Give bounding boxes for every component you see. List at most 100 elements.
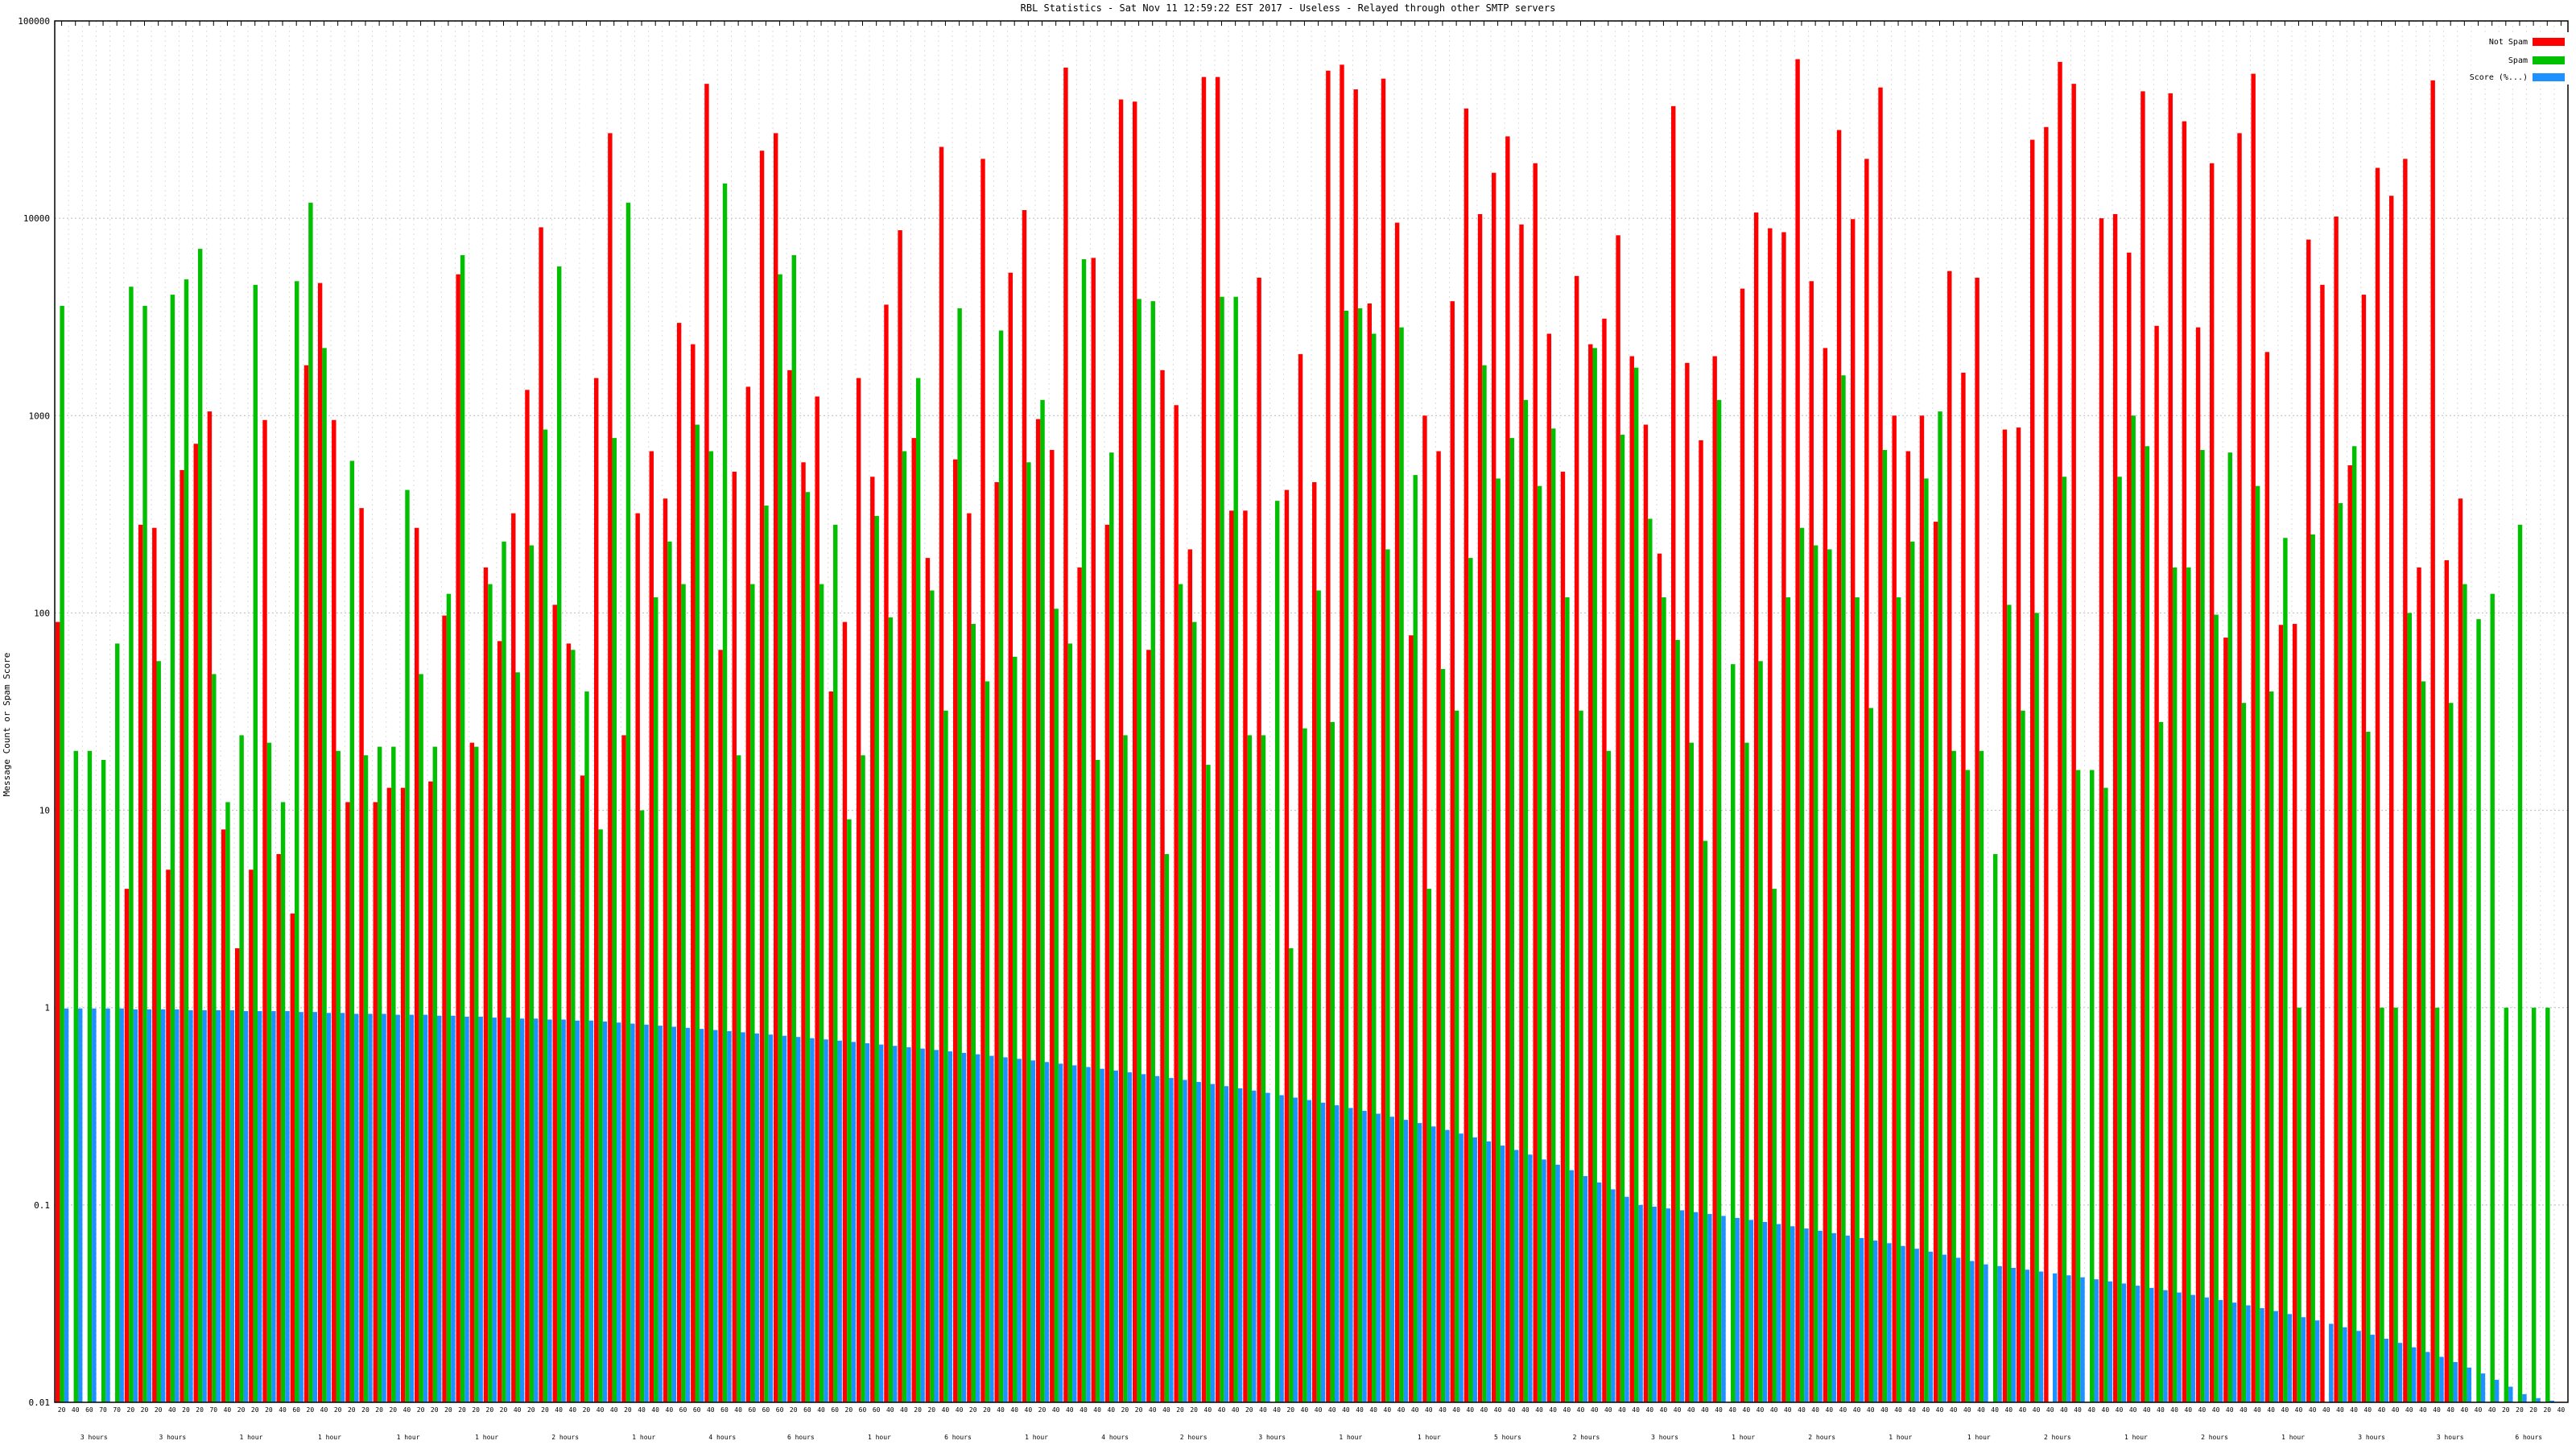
bar-not-spam: [235, 947, 240, 1402]
bar-spam: [1192, 621, 1197, 1402]
x-tick-label: 20: [141, 1406, 149, 1414]
bar-score: [2522, 1393, 2527, 1402]
bar-not-spam: [2458, 498, 2463, 1402]
x-tick-label: 40: [2488, 1406, 2496, 1414]
y-tick-label: 1: [44, 1003, 50, 1013]
bar-spam: [1979, 750, 1984, 1402]
x-tick-label: 40: [1315, 1406, 1323, 1414]
bar-score: [989, 1055, 994, 1402]
bar-not-spam: [1588, 344, 1593, 1402]
bar-spam: [1703, 840, 1708, 1402]
y-tick-label: 1000: [29, 411, 51, 421]
bar-not-spam: [1063, 67, 1068, 1403]
x-tick-label: 20: [58, 1406, 66, 1414]
bar-score: [1611, 1189, 1616, 1402]
x-tick-label: 40: [1977, 1406, 1985, 1414]
x-tick-label: 20: [1245, 1406, 1253, 1414]
y-tick-label: 10000: [23, 213, 50, 224]
bar-not-spam: [1671, 105, 1676, 1402]
x-sub-label: 1 hour: [2281, 1434, 2305, 1441]
bar-spam: [2338, 503, 2343, 1403]
bar-spam: [1399, 327, 1404, 1403]
bar-not-spam: [856, 378, 861, 1403]
bar-spam: [1385, 549, 1390, 1402]
bar-spam: [1827, 549, 1832, 1402]
bar-score: [326, 1013, 332, 1402]
bar-score: [961, 1052, 967, 1402]
bar-spam: [266, 742, 272, 1402]
bar-score: [1735, 1217, 1740, 1402]
x-tick-label: 20: [1190, 1406, 1198, 1414]
bar-score: [1459, 1133, 1463, 1402]
bar-score: [2356, 1331, 2361, 1402]
bar-score: [382, 1013, 386, 1402]
bar-not-spam: [249, 869, 254, 1402]
bar-spam: [2476, 619, 2481, 1402]
x-tick-label: 40: [1521, 1406, 1530, 1414]
bar-not-spam: [1947, 270, 1952, 1402]
bar-spam: [2545, 1007, 2550, 1402]
bar-spam: [819, 584, 824, 1402]
bar-score: [893, 1046, 898, 1402]
bar-not-spam: [2292, 624, 2297, 1402]
x-sub-label: 1 hour: [1025, 1434, 1048, 1441]
bar-spam: [543, 429, 548, 1402]
x-tick-label: 20: [251, 1406, 259, 1414]
bar-score: [2329, 1323, 2334, 1402]
bar-not-spam: [1699, 440, 1703, 1402]
bar-not-spam: [1340, 64, 1344, 1402]
bar-score: [1942, 1254, 1947, 1402]
x-tick-label: 20: [927, 1406, 935, 1414]
x-tick-label: 20: [2543, 1406, 2551, 1414]
bar-not-spam: [2030, 139, 2035, 1403]
bar-spam: [101, 759, 106, 1402]
bar-spam: [847, 819, 852, 1402]
bar-not-spam: [1768, 228, 1773, 1402]
bar-score: [2439, 1356, 2444, 1402]
x-tick-label: 40: [2446, 1406, 2454, 1414]
bar-spam: [1509, 438, 1514, 1402]
bar-score: [2204, 1297, 2210, 1402]
bar-spam: [1067, 643, 1073, 1402]
bar-score: [1183, 1080, 1187, 1402]
bar-not-spam: [1381, 78, 1386, 1402]
bar-score: [1528, 1154, 1533, 1402]
bar-score: [782, 1035, 787, 1402]
bar-not-spam: [1133, 101, 1137, 1403]
x-sub-label: 1 hour: [475, 1434, 498, 1441]
y-tick-label: 0.01: [29, 1397, 51, 1408]
x-sub-label: 1 hour: [2124, 1434, 2148, 1441]
bar-spam: [2200, 449, 2205, 1402]
x-tick-label: 40: [1591, 1406, 1599, 1414]
bar-score: [1569, 1170, 1575, 1402]
bar-score: [478, 1016, 483, 1402]
bar-score: [2231, 1302, 2237, 1402]
bar-score: [1141, 1074, 1146, 1402]
bar-spam: [667, 541, 672, 1402]
x-sub-label: 1 hour: [632, 1434, 655, 1441]
x-tick-label: 40: [1880, 1406, 1889, 1414]
x-tick-label: 20: [845, 1406, 853, 1414]
bar-score: [2273, 1311, 2278, 1402]
bar-not-spam: [1836, 130, 1842, 1402]
bar-spam: [2531, 1007, 2537, 1402]
bar-score: [2411, 1347, 2417, 1402]
bar-score: [2508, 1386, 2513, 1402]
bar-spam: [2269, 691, 2274, 1402]
legend-swatch-not-spam: [2533, 38, 2565, 46]
bar-spam: [87, 750, 93, 1402]
bar-score: [1790, 1226, 1795, 1402]
bar-not-spam: [1243, 510, 1248, 1402]
bar-spam: [1620, 435, 1625, 1403]
x-tick-label: 60: [803, 1406, 811, 1414]
bar-score: [299, 1012, 303, 1402]
bar-spam: [253, 284, 258, 1402]
bar-not-spam: [2044, 126, 2049, 1402]
bar-spam: [239, 735, 244, 1402]
bar-not-spam: [124, 889, 130, 1402]
bar-not-spam: [207, 411, 213, 1402]
bar-not-spam: [180, 469, 184, 1403]
bar-not-spam: [2347, 465, 2352, 1402]
x-tick-label: 40: [1149, 1406, 1157, 1414]
bar-score: [1334, 1105, 1340, 1402]
